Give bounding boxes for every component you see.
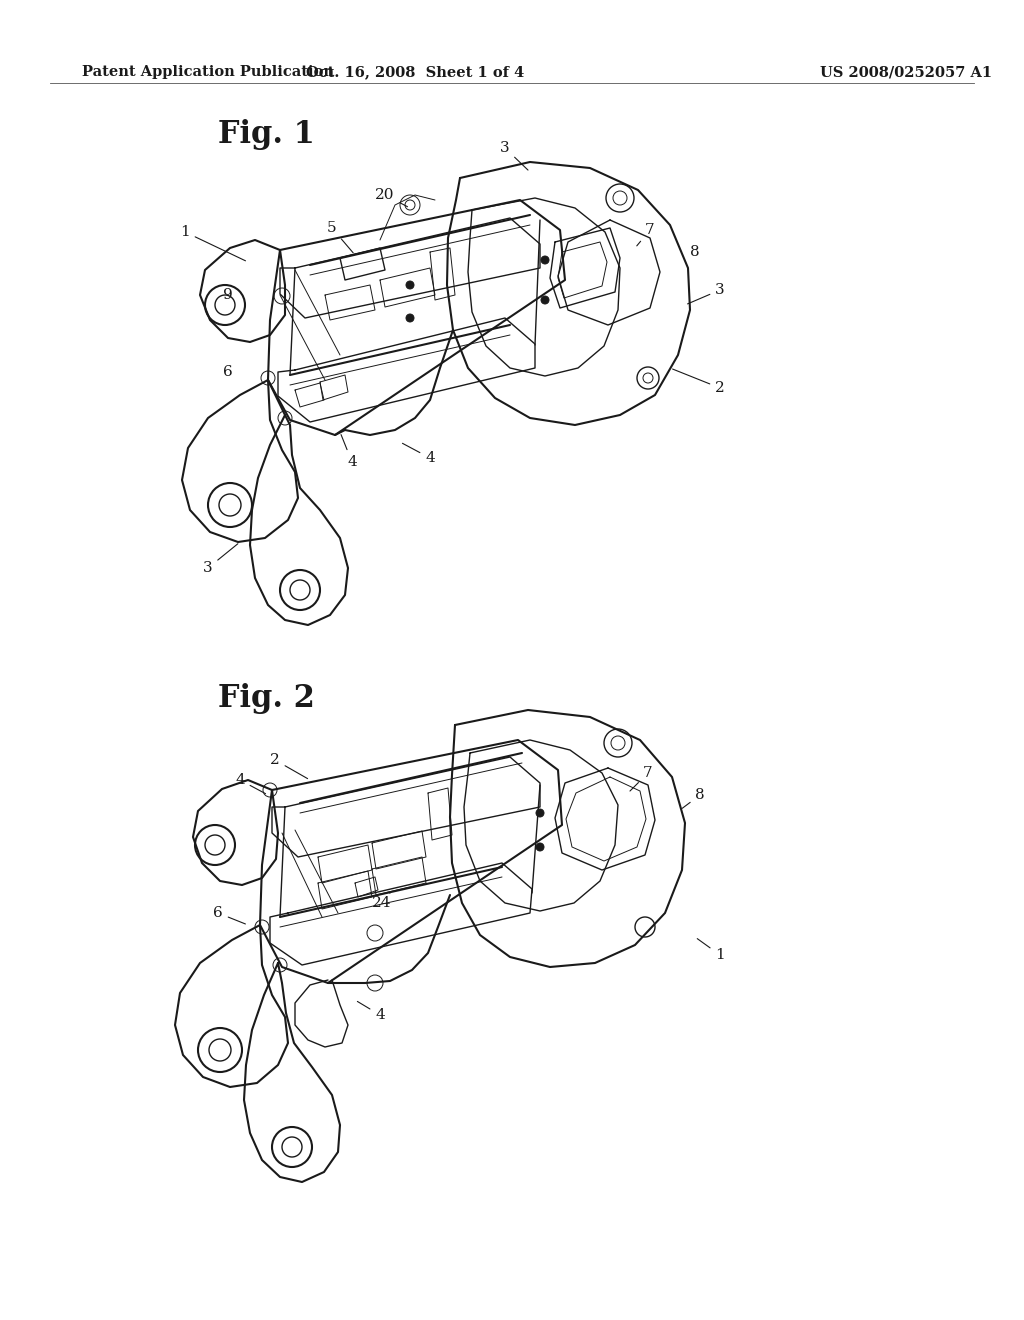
- Text: US 2008/0252057 A1: US 2008/0252057 A1: [820, 65, 992, 79]
- Text: 8: 8: [690, 246, 699, 259]
- Text: 1: 1: [180, 224, 246, 261]
- Circle shape: [406, 281, 414, 289]
- Text: 7: 7: [637, 223, 654, 246]
- Circle shape: [541, 256, 549, 264]
- Text: 4: 4: [357, 1002, 385, 1022]
- Text: 3: 3: [203, 544, 238, 576]
- Text: 6: 6: [223, 366, 232, 379]
- Circle shape: [541, 296, 549, 304]
- Text: Fig. 2: Fig. 2: [218, 682, 314, 714]
- Text: Fig. 1: Fig. 1: [218, 120, 314, 150]
- Text: 8: 8: [682, 788, 705, 808]
- Text: 4: 4: [402, 444, 435, 465]
- Text: 2: 2: [673, 370, 725, 395]
- Text: Patent Application Publication: Patent Application Publication: [82, 65, 334, 79]
- Text: 20: 20: [375, 187, 408, 207]
- Text: 5: 5: [328, 220, 353, 253]
- Text: 3: 3: [687, 282, 725, 304]
- Text: 4: 4: [236, 774, 265, 793]
- Text: 7: 7: [630, 766, 653, 791]
- Text: 24: 24: [373, 894, 392, 909]
- Circle shape: [406, 314, 414, 322]
- Text: 6: 6: [213, 906, 246, 924]
- Circle shape: [536, 809, 544, 817]
- Text: 1: 1: [697, 939, 725, 962]
- Text: 3: 3: [500, 141, 528, 170]
- Text: 2: 2: [270, 752, 307, 779]
- Text: Oct. 16, 2008  Sheet 1 of 4: Oct. 16, 2008 Sheet 1 of 4: [306, 65, 524, 79]
- Text: 9: 9: [223, 288, 232, 302]
- Text: 4: 4: [341, 434, 357, 469]
- Circle shape: [536, 843, 544, 851]
